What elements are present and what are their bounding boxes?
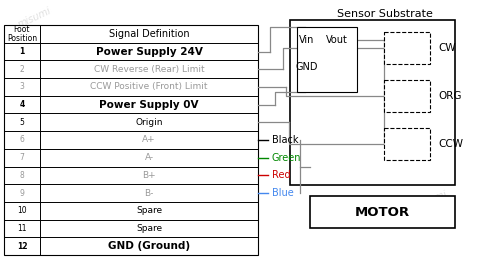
Text: Blue: Blue — [272, 188, 294, 198]
Text: Signal Definition: Signal Definition — [109, 29, 190, 39]
Bar — [290, 20, 455, 185]
Text: misumi: misumi — [132, 78, 168, 102]
Text: 5: 5 — [20, 118, 24, 127]
Bar — [384, 128, 430, 160]
Bar — [384, 80, 430, 112]
Text: misumi: misumi — [17, 6, 53, 30]
Text: 4: 4 — [19, 100, 25, 109]
Text: CW: CW — [438, 43, 456, 53]
Text: Power Supply 0V: Power Supply 0V — [99, 100, 199, 110]
Text: 10: 10 — [17, 206, 27, 215]
Text: misumi: misumi — [411, 189, 449, 211]
Text: MOTOR: MOTOR — [355, 205, 410, 219]
Text: Power Supply 24V: Power Supply 24V — [96, 47, 203, 57]
Text: Origin: Origin — [135, 118, 163, 127]
Text: CW Reverse (Rear) Limit: CW Reverse (Rear) Limit — [94, 65, 204, 74]
Text: A-: A- — [145, 153, 154, 162]
Text: Vout: Vout — [326, 35, 348, 45]
Text: B-: B- — [144, 189, 154, 198]
Text: 12: 12 — [17, 242, 27, 251]
Text: 3: 3 — [20, 83, 24, 91]
Text: B+: B+ — [142, 171, 156, 180]
Bar — [4, 25, 258, 255]
Text: A+: A+ — [142, 135, 156, 145]
Bar — [310, 196, 455, 228]
Text: CCW: CCW — [438, 139, 463, 149]
Text: 2: 2 — [20, 65, 24, 74]
Text: 7: 7 — [20, 153, 24, 162]
Text: Spare: Spare — [136, 224, 162, 233]
Text: Vin: Vin — [299, 35, 314, 45]
Text: 11: 11 — [17, 224, 27, 233]
Text: 9: 9 — [20, 189, 24, 198]
Text: misumi: misumi — [311, 199, 348, 221]
Text: 8: 8 — [20, 171, 24, 180]
Text: Foot
Position: Foot Position — [7, 25, 37, 43]
Text: CCW Positive (Front) Limit: CCW Positive (Front) Limit — [90, 83, 208, 91]
Text: Black: Black — [272, 135, 298, 145]
Text: Green: Green — [272, 153, 301, 163]
Text: GND (Ground): GND (Ground) — [108, 241, 190, 251]
Text: ORG: ORG — [438, 91, 462, 101]
Text: 6: 6 — [20, 135, 24, 145]
Text: GND: GND — [296, 62, 318, 72]
Bar — [384, 32, 430, 64]
Text: Sensor Substrate: Sensor Substrate — [337, 9, 433, 19]
Text: Red: Red — [272, 170, 291, 180]
Bar — [297, 27, 357, 92]
Text: Spare: Spare — [136, 206, 162, 215]
Text: 1: 1 — [19, 47, 25, 56]
